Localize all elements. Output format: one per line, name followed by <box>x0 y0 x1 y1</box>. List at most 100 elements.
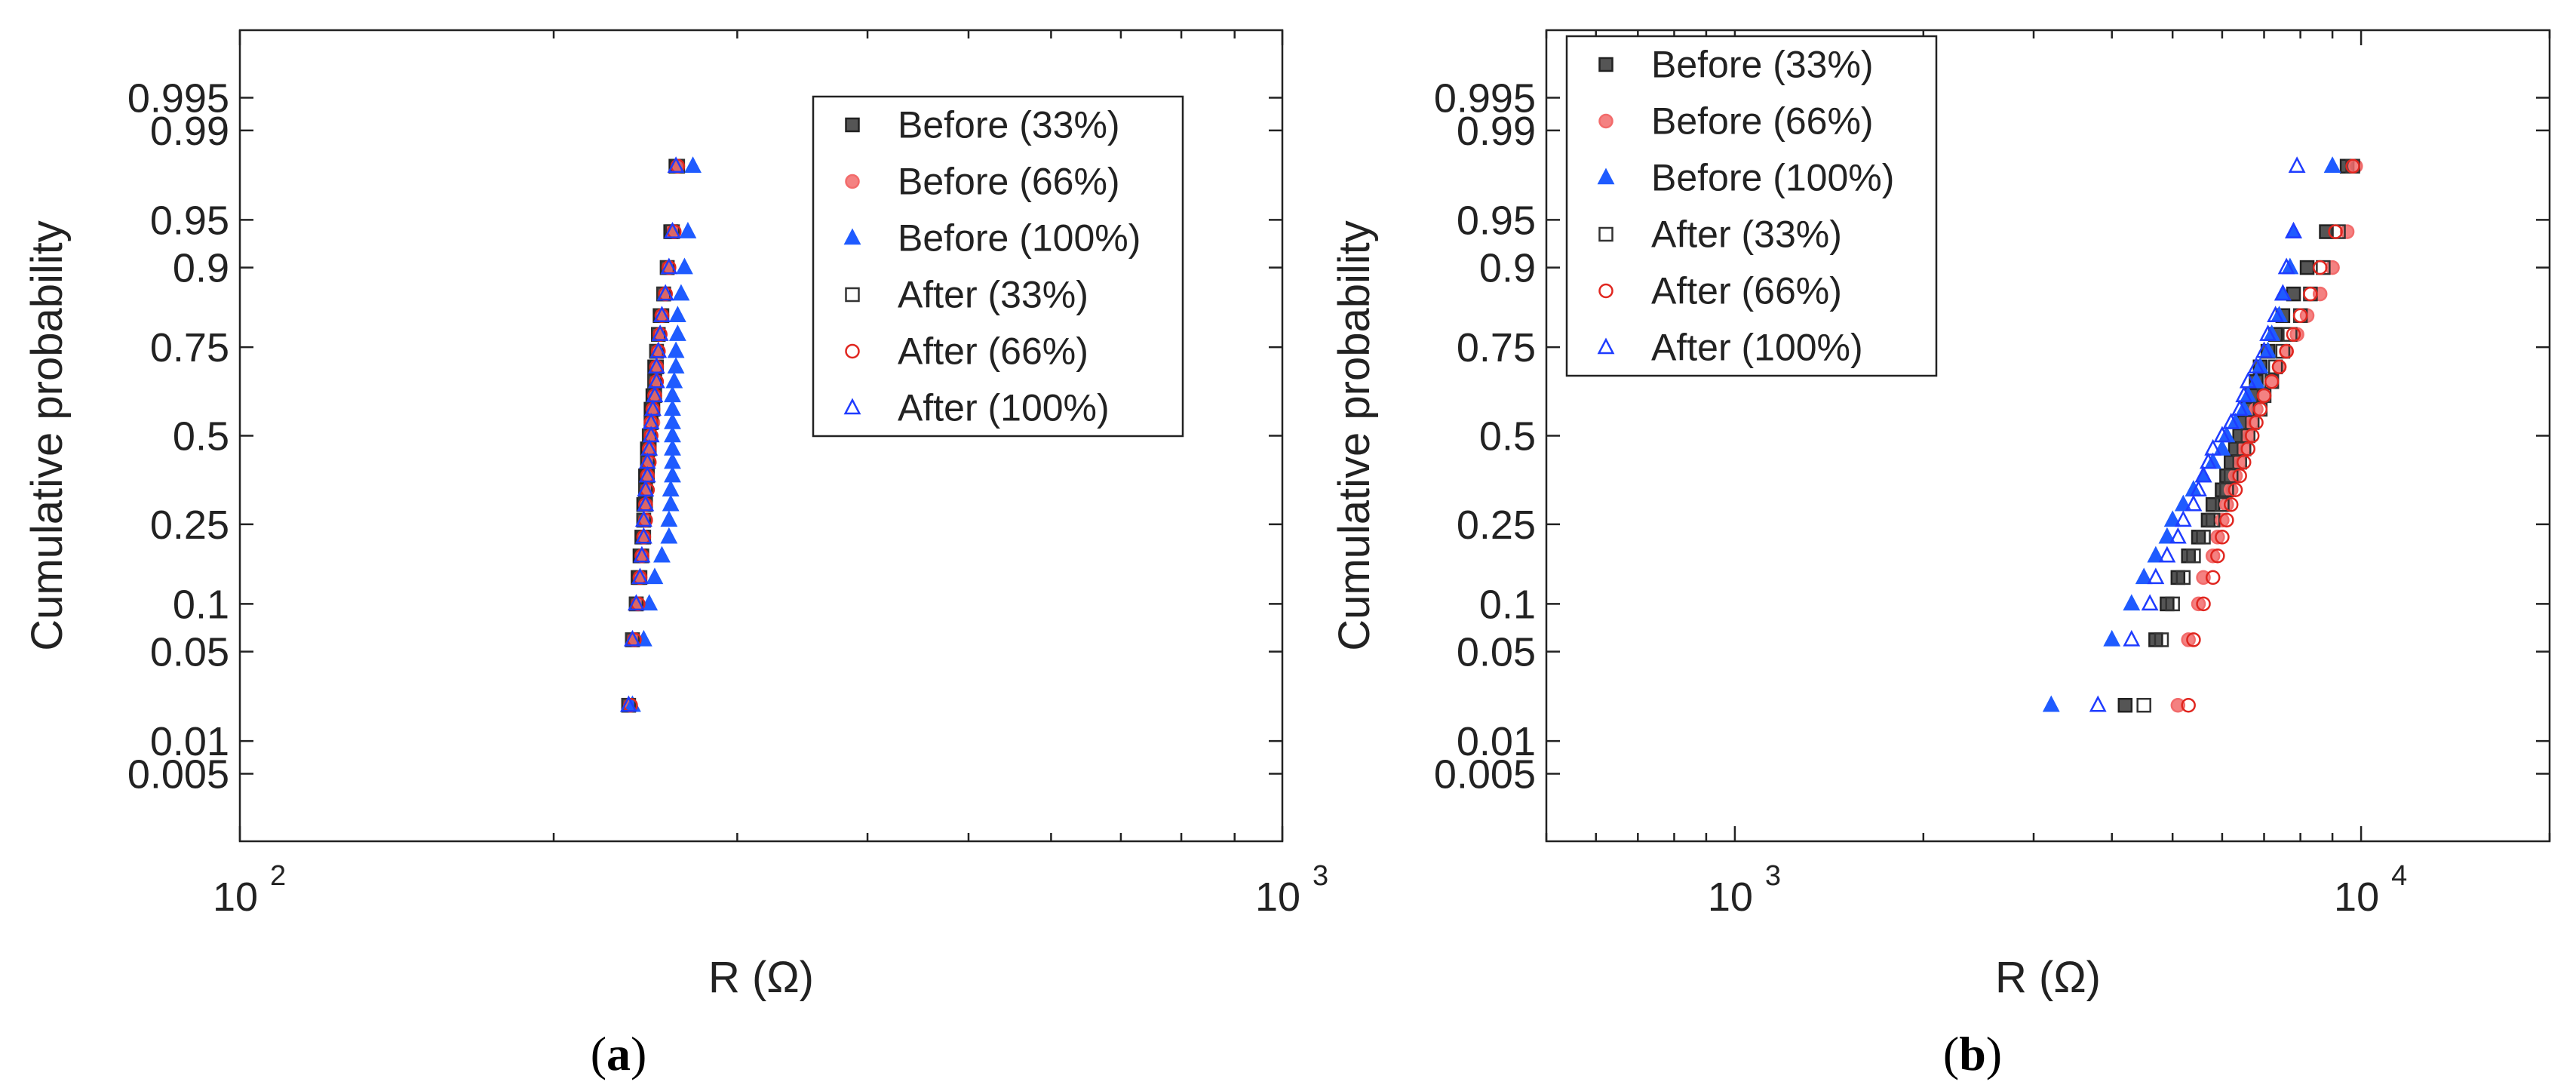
data-point <box>679 222 697 238</box>
data-point <box>2194 466 2212 483</box>
data-point <box>2165 596 2180 612</box>
legend-label: Before (100%) <box>1651 157 1894 199</box>
data-point <box>2174 510 2192 527</box>
legend-marker <box>1597 337 1615 355</box>
data-point <box>2123 594 2141 611</box>
data-point <box>2196 596 2211 612</box>
y-axis-title: Cumulative probability <box>23 220 72 651</box>
panel-label: (b) <box>1943 1027 2002 1080</box>
y-tick-label: 0.95 <box>1457 198 1536 243</box>
data-point <box>667 357 685 374</box>
y-tick-label: 0.99 <box>1457 109 1536 154</box>
y-tick-label: 0.01 <box>1457 719 1536 764</box>
data-point <box>2042 695 2060 712</box>
data-point <box>2247 357 2265 374</box>
data-point <box>2323 156 2341 174</box>
legend-label: Before (33%) <box>1651 44 1874 86</box>
data-point <box>2232 468 2247 484</box>
legend-marker <box>843 228 861 245</box>
data-point <box>2267 359 2283 375</box>
legend-label: After (33%) <box>898 274 1088 316</box>
data-point <box>2200 512 2216 528</box>
data-point <box>624 629 641 647</box>
data-point <box>2237 454 2252 470</box>
data-point <box>2223 468 2239 484</box>
data-point <box>2325 260 2340 275</box>
legend-marker <box>1598 226 1613 242</box>
data-point <box>660 257 678 275</box>
y-tick-label: 0.75 <box>150 325 229 370</box>
x-axis-title: R (Ω) <box>1995 953 2101 1002</box>
data-point <box>2158 527 2176 544</box>
data-point <box>646 567 664 585</box>
data-point <box>2210 530 2225 545</box>
data-point <box>2181 632 2196 647</box>
data-point <box>684 156 702 174</box>
data-point <box>2174 494 2192 512</box>
data-point <box>2205 570 2221 585</box>
data-point <box>2158 546 2176 563</box>
x-tick-label: 10 <box>2334 874 2379 920</box>
y-tick-label: 0.25 <box>150 503 229 548</box>
data-point <box>2219 482 2234 497</box>
data-point <box>2219 512 2234 528</box>
legend-label: Before (66%) <box>898 161 1120 203</box>
data-point <box>664 399 681 416</box>
data-point <box>664 452 681 469</box>
y-axis-title: Cumulative probability <box>1330 220 1379 651</box>
data-point <box>676 257 693 275</box>
series-after-100 <box>2089 156 2306 712</box>
data-point <box>634 527 652 544</box>
x-tick-label: 10 <box>213 874 258 920</box>
data-point <box>2239 371 2257 389</box>
data-point <box>2286 327 2301 342</box>
data-point <box>2190 480 2207 496</box>
data-point <box>2274 284 2292 301</box>
data-point <box>2181 697 2196 713</box>
data-point <box>646 386 664 403</box>
data-point <box>2200 452 2217 469</box>
data-point <box>2191 530 2206 545</box>
x-axis-title: R (Ω) <box>708 953 814 1002</box>
data-point <box>2215 530 2230 545</box>
data-point <box>664 466 681 483</box>
data-point <box>2285 222 2302 238</box>
data-point <box>2186 632 2201 647</box>
legend-marker <box>1598 113 1613 129</box>
data-point <box>640 438 659 456</box>
legend-item-after-33: After (33%) <box>845 274 1088 316</box>
y-tick-label: 0.995 <box>127 75 229 121</box>
legend-item-after-66: After (66%) <box>1598 270 1842 312</box>
data-point <box>2185 494 2203 512</box>
data-point <box>664 222 681 238</box>
data-point <box>2089 695 2107 712</box>
legend-item-after-100: After (100%) <box>1597 327 1863 369</box>
data-point <box>2170 697 2186 713</box>
x-tick-label-exponent: 3 <box>1765 860 1781 892</box>
data-point <box>638 466 656 483</box>
legend-marker <box>845 117 860 133</box>
data-point <box>665 371 683 389</box>
data-point <box>660 510 678 527</box>
legend-marker <box>845 174 860 189</box>
legend-item-before-33: Before (33%) <box>845 104 1120 146</box>
data-point <box>2147 567 2165 585</box>
legend-item-before-33: Before (33%) <box>1598 44 1874 86</box>
data-point <box>2222 412 2240 429</box>
data-point <box>2103 629 2121 647</box>
data-point <box>2345 158 2360 174</box>
data-point <box>633 546 651 563</box>
data-point <box>660 527 678 544</box>
data-point <box>651 324 669 341</box>
y-tick-label: 0.95 <box>150 198 229 243</box>
data-point <box>2228 482 2243 497</box>
data-point <box>2169 527 2187 544</box>
data-point <box>2213 426 2231 443</box>
data-point <box>2292 308 2308 324</box>
data-point <box>667 341 685 358</box>
data-point <box>628 594 645 611</box>
data-point <box>2235 386 2253 403</box>
legend-marker <box>843 398 861 415</box>
legend-item-before-66: Before (66%) <box>1598 100 1874 143</box>
data-point <box>2303 286 2318 302</box>
